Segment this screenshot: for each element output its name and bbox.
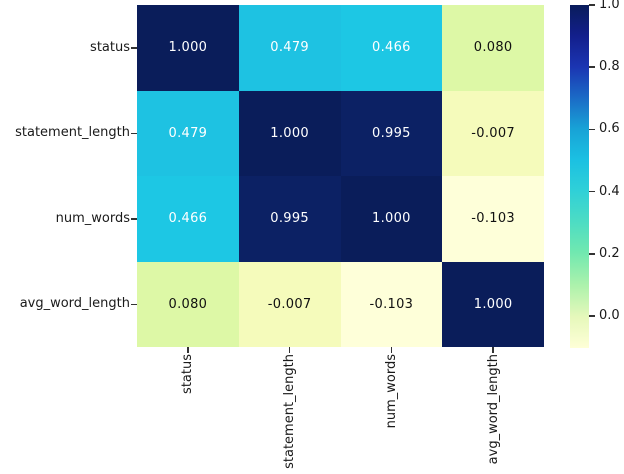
heatmap-cell: 0.466 <box>340 5 443 91</box>
y-tick-label: statement_length <box>15 125 130 141</box>
colorbar-tick-mark <box>589 66 595 68</box>
colorbar-tick-label: 0.8 <box>599 59 620 75</box>
x-tick-mark <box>288 347 291 353</box>
colorbar-tick-label: 0.0 <box>599 307 620 323</box>
colorbar-tick-label: 0.4 <box>599 183 620 199</box>
colorbar-tick-label: 0.6 <box>599 121 620 137</box>
y-tick-mark <box>131 218 137 220</box>
x-tick-label: avg_word_length <box>481 354 505 464</box>
y-tick-label: avg_word_length <box>19 296 130 312</box>
heatmap-cell: 0.080 <box>442 5 544 91</box>
colorbar-tick-label: 0.2 <box>599 245 620 261</box>
x-tick-label: num_words <box>379 354 403 428</box>
heatmap-cell: -0.007 <box>238 261 341 347</box>
heatmap-cell: -0.103 <box>340 261 443 347</box>
x-tick-mark <box>492 347 494 353</box>
colorbar-tick-mark <box>589 128 595 131</box>
y-tick-mark <box>131 47 137 49</box>
y-tick-label: num_words <box>55 210 130 226</box>
colorbar-tick-label: 1.0 <box>599 0 620 12</box>
colorbar-tick-mark <box>589 315 595 317</box>
heatmap-cell: 0.466 <box>137 176 239 262</box>
y-tick-label: status <box>90 39 130 55</box>
x-tick-label-text: statement_length <box>282 354 298 469</box>
heatmap-cell: 0.995 <box>238 176 341 262</box>
heatmap-cell: 1.000 <box>238 90 341 176</box>
x-tick-mark <box>390 347 393 353</box>
x-tick-label-text: num_words <box>383 354 399 429</box>
colorbar-tick-mark <box>589 190 595 193</box>
colorbar-tick-mark <box>589 253 595 255</box>
heatmap-cell: 1.000 <box>340 176 443 262</box>
heatmap-cell: 0.080 <box>137 261 239 347</box>
x-tick-label: statement_length <box>278 354 302 469</box>
x-tick-label-text: avg_word_length <box>485 354 501 465</box>
y-tick-mark <box>131 303 137 305</box>
heatmap-cell: -0.007 <box>442 90 544 176</box>
colorbar-tick-mark <box>589 4 595 6</box>
x-tick-label: status <box>176 354 200 394</box>
x-tick-label-text: status <box>180 354 196 394</box>
heatmap-grid: 1.000 0.479 0.466 0.080 0.479 1.000 0.995 -0.00… <box>137 5 544 347</box>
heatmap-cell: 0.995 <box>340 90 443 176</box>
heatmap-cell: 1.000 <box>137 5 239 91</box>
x-tick-mark <box>187 347 189 353</box>
heatmap-cell: 0.479 <box>137 90 239 176</box>
heatmap-cell: 0.479 <box>238 5 341 91</box>
heatmap-cell: -0.103 <box>442 176 544 262</box>
heatmap-cell: 1.000 <box>442 261 544 347</box>
colorbar <box>570 5 589 348</box>
y-tick-mark <box>131 132 137 134</box>
